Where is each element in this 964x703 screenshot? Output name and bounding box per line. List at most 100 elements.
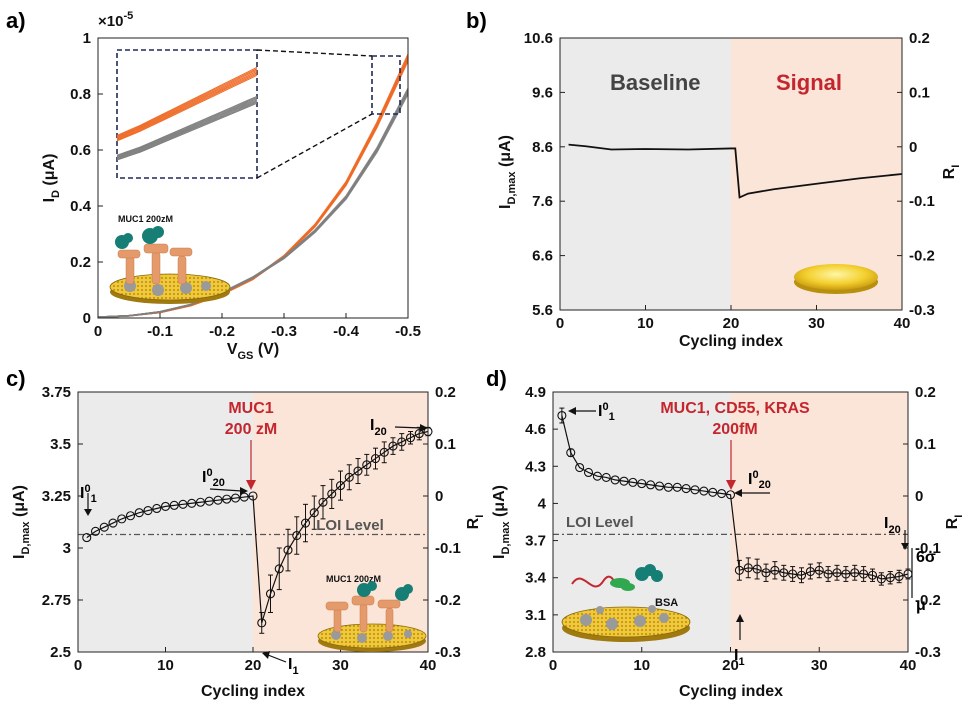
- panel-d-point: [743, 563, 753, 573]
- panel-d-point: [725, 490, 736, 500]
- panel-c-xtick-label: 40: [420, 657, 437, 674]
- panel-d-point: [601, 472, 611, 482]
- panel-d-ytick-label: 2.8: [525, 644, 546, 661]
- panel-d-point: [654, 481, 665, 491]
- panel-d-point: [708, 487, 718, 497]
- panel-a-ticks: 0 -0.1 -0.2 -0.3 -0.4 -0.5 0 0.2 0.4 0.6 0.8 1: [70, 30, 421, 340]
- panel-a-inset-series-1-curve: [116, 99, 258, 159]
- panel-b-region-signal-label: Signal: [776, 70, 842, 95]
- panel-d-xtick-label: 0: [549, 657, 557, 674]
- panel-d-point: [583, 467, 594, 478]
- panel-b-region-0: [560, 38, 731, 310]
- panel-d-y2label: RI: [944, 515, 964, 530]
- panel-a-series-1-curve: [97, 88, 409, 318]
- panel-a-xtick-label: -0.3: [271, 323, 297, 340]
- panel-a-inset-series-0-curve: [116, 73, 258, 141]
- panel-d-point: [681, 484, 691, 494]
- panel-d-point: [637, 479, 647, 489]
- panel-d-y2tick-label: -0.3: [915, 644, 941, 661]
- panel-b-ticks: 0 10 20 30 40 5.6 6.6 7.6 8.6 9.6 10.6 -0.3 -0.2 -0.1…: [524, 30, 935, 332]
- panel-d-xtick-label: 40: [900, 657, 917, 674]
- panel-a-inset-label: MUC1 200zM: [118, 214, 173, 224]
- panel-a-ytick-label: 0.6: [70, 142, 91, 159]
- panel-c-point: [292, 530, 302, 541]
- panel-a-zoom-inset: [116, 49, 401, 179]
- panel-b-line: [568, 143, 903, 199]
- panel-c-xtick-label: 10: [157, 657, 174, 674]
- panel-c-ytick-label: 3.25: [42, 488, 71, 505]
- panel-c-point: [353, 466, 363, 476]
- panel-b-xtick-label: 20: [723, 315, 740, 332]
- panel-d-point: [663, 482, 673, 492]
- panel-d-xtick-label: 10: [633, 657, 650, 674]
- panel-a-ytick-label: 0: [83, 310, 91, 327]
- panel-b-ytick-label: 10.6: [524, 30, 553, 47]
- panel-d-point: [832, 568, 842, 578]
- panel-b-y2tick-label: -0.2: [909, 248, 935, 265]
- panel-c-point: [187, 498, 197, 508]
- panel-c-i1-label: I1: [288, 656, 299, 677]
- panel-d-point: [859, 569, 869, 579]
- panel-c-ytick-label: 2.75: [42, 592, 71, 609]
- panel-b-ytick-label: 5.6: [532, 302, 553, 319]
- panel-c-point: [248, 491, 258, 501]
- panel-c-point: [143, 506, 153, 516]
- panel-c-y2label: RI: [465, 515, 486, 530]
- panel-d-ytick-label: 3.1: [525, 607, 546, 624]
- panel-a-xlabel: VGS (V): [227, 341, 279, 362]
- panel-b-label: b): [466, 8, 487, 33]
- panel-d-label: d): [486, 366, 507, 391]
- panel-c-i20-label: I20: [370, 417, 387, 438]
- panel-b-series-line: [568, 143, 903, 199]
- panel-a-ytick-label: 0.4: [70, 198, 92, 215]
- panel-d-mu-label: μ: [916, 597, 926, 614]
- panel-c-point: [82, 533, 92, 543]
- panel-d-point: [770, 565, 780, 575]
- panel-a-xtick-label: -0.5: [395, 323, 421, 340]
- panel-c-point: [169, 500, 179, 510]
- panel-b-ytick-label: 8.6: [532, 139, 553, 156]
- panel-c-point: [414, 429, 424, 439]
- panel-d-inset-label: BSA: [655, 597, 678, 609]
- panel-d-point: [717, 488, 727, 499]
- panel-b-electrode-illustration: [794, 264, 878, 294]
- panel-d-y2tick-label: 0.1: [915, 436, 936, 453]
- panel-d-i01-label: I01: [598, 401, 615, 423]
- panel-c-point: [160, 501, 171, 511]
- panel-c-point: [222, 494, 232, 504]
- panel-c-target-line2: 200 zM: [225, 421, 277, 438]
- panel-c-ylabel: ID,max (μA): [11, 485, 32, 559]
- panel-c-y2tick-label: -0.3: [435, 644, 461, 661]
- panel-d-point: [876, 574, 886, 584]
- panel-a-inset-series-1-curve: [116, 98, 258, 158]
- panel-a-inset-curves: [116, 66, 258, 161]
- panel-c-y2tick-label: 0: [435, 488, 443, 505]
- panel-a-inset-series-1-curve: [116, 102, 258, 161]
- panel-c-point: [388, 441, 398, 451]
- panel-a-xtick-label: 0: [94, 323, 102, 340]
- panel-a-inset-series-0-curve: [116, 69, 258, 138]
- panel-d-y2tick-label: -0.1: [915, 540, 941, 557]
- panel-d-point: [761, 568, 771, 578]
- panel-a-ytick-label: 1: [83, 30, 91, 47]
- panel-c-ytick-label: 3: [63, 540, 71, 557]
- panel-d-illustration: BSA: [561, 564, 691, 642]
- panel-c-point: [283, 545, 293, 555]
- panel-b: 0 10 20 30 40 5.6 6.6 7.6 8.6 9.6 10.6 -0.3 -0.2 -0.1…: [466, 8, 962, 350]
- panel-a-ylabel: ID (μA): [41, 154, 62, 203]
- panel-d-point: [867, 570, 878, 580]
- panel-a-xtick-label: -0.4: [333, 323, 360, 340]
- panel-c-point: [318, 497, 328, 507]
- panel-c-ytick-label: 3.75: [42, 384, 71, 401]
- panel-d-point: [734, 565, 744, 575]
- panel-c-y2tick-label: 0.1: [435, 436, 456, 453]
- panel-c-inset-label: MUC1 200zM: [326, 574, 381, 584]
- panel-c-target-line1: MUC1: [228, 400, 273, 417]
- panel-c-point: [213, 495, 223, 505]
- panel-d-point: [592, 471, 602, 481]
- panel-c-xtick-label: 30: [332, 657, 349, 674]
- panel-a-xtick-label: -0.1: [147, 323, 173, 340]
- panel-d-ytick-label: 3.7: [525, 533, 546, 550]
- panel-d-point: [796, 570, 807, 580]
